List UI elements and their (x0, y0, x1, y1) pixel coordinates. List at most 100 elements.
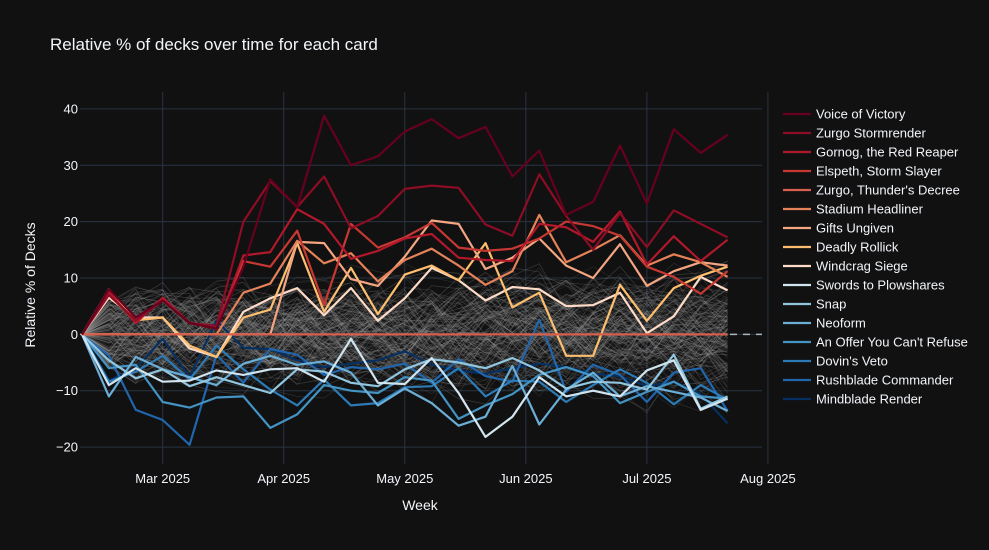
x-tick-label: Mar 2025 (135, 471, 190, 486)
background-card-line (81, 312, 728, 382)
background-card-line (81, 298, 728, 373)
background-card-line (81, 291, 728, 365)
background-card-line (81, 288, 728, 368)
background-card-line (81, 290, 728, 366)
background-card-line (81, 280, 728, 352)
legend-label: Windcrag Siege (816, 259, 908, 274)
series-line (81, 266, 729, 358)
background-card-line (81, 303, 728, 382)
background-card-line (81, 304, 728, 402)
legend-item[interactable]: Gornog, the Red Reaper (783, 145, 959, 160)
background-card-line (81, 324, 728, 414)
background-card-line (81, 317, 728, 390)
background-card-line (81, 289, 728, 363)
background-card-line (81, 307, 728, 385)
y-tick-label: 20 (64, 214, 78, 229)
background-card-line (81, 290, 728, 385)
legend-item[interactable]: Gifts Ungiven (783, 221, 894, 236)
background-card-line (81, 286, 728, 368)
background-card-line (81, 289, 728, 370)
legend-item[interactable]: Neoform (783, 316, 866, 331)
background-card-line (81, 293, 728, 368)
series-lines (80, 114, 729, 446)
legend-label: Mindblade Render (816, 392, 923, 407)
legend-item[interactable]: An Offer You Can't Refuse (783, 335, 968, 350)
legend-label: Stadium Headliner (816, 202, 924, 217)
background-card-line (81, 299, 728, 366)
y-tick-label: 0 (71, 327, 78, 342)
background-card-line (81, 305, 728, 364)
background-card-line (81, 300, 728, 373)
background-card-line (81, 289, 728, 376)
legend-item[interactable]: Mindblade Render (783, 392, 923, 407)
x-tick-label: Apr 2025 (257, 471, 310, 486)
series-line (81, 114, 729, 335)
background-card-line (81, 298, 728, 380)
background-card-line (81, 260, 728, 361)
y-axis-label: Relative % of Decks (22, 222, 38, 347)
legend-item[interactable]: Swords to Plowshares (783, 278, 945, 293)
legend-label: Rushblade Commander (816, 373, 954, 388)
background-card-line (81, 307, 728, 398)
y-tick-label: −10 (56, 383, 78, 398)
background-card-line (81, 283, 728, 350)
background-card-line (81, 287, 728, 373)
legend-label: Zurgo, Thunder's Decree (816, 183, 960, 198)
legend-item[interactable]: Deadly Rollick (783, 240, 899, 255)
background-card-line (81, 307, 728, 388)
background-card-line (81, 277, 728, 357)
legend-item[interactable]: Windcrag Siege (783, 259, 908, 274)
background-card-line (81, 290, 728, 366)
background-card-line (81, 288, 728, 375)
background-card-line (81, 298, 728, 389)
legend-item[interactable]: Rushblade Commander (783, 373, 954, 388)
y-tick-label: 30 (64, 158, 78, 173)
legend-item[interactable]: Voice of Victory (783, 107, 906, 122)
background-card-line (81, 290, 728, 369)
background-card-line (81, 293, 728, 374)
chart-title: Relative % of decks over time for each c… (50, 35, 378, 54)
background-card-line (81, 300, 728, 398)
background-card-line (81, 269, 728, 365)
legend-item[interactable]: Zurgo Stormrender (783, 126, 926, 141)
background-card-line (81, 289, 728, 384)
legend-item[interactable]: Snap (783, 297, 846, 312)
series-line (81, 333, 729, 410)
background-card-line (81, 300, 728, 375)
background-card-line (81, 282, 728, 362)
background-card-line (81, 291, 728, 366)
x-tick-label: Jun 2025 (499, 471, 553, 486)
legend-item[interactable]: Stadium Headliner (783, 202, 924, 217)
legend-label: Gifts Ungiven (816, 221, 894, 236)
legend-label: Elspeth, Storm Slayer (816, 164, 942, 179)
background-card-line (81, 279, 728, 379)
legend-item[interactable]: Dovin's Veto (783, 354, 888, 369)
background-card-line (81, 272, 728, 365)
background-card-line (81, 286, 728, 397)
background-card-line (81, 279, 728, 356)
background-card-line (81, 264, 728, 345)
background-card-line (81, 282, 728, 364)
background-card-line (81, 308, 728, 394)
background-card-line (81, 294, 728, 373)
series-line (81, 333, 729, 438)
background-card-line (81, 288, 728, 375)
legend-item[interactable]: Zurgo, Thunder's Decree (783, 183, 960, 198)
x-tick-label: Jul 2025 (622, 471, 671, 486)
background-card-line (81, 277, 728, 367)
y-tick-label: −20 (56, 440, 78, 455)
legend-item[interactable]: Elspeth, Storm Slayer (783, 164, 942, 179)
background-card-line (81, 309, 728, 397)
background-card-line (81, 292, 728, 372)
background-card-line (81, 278, 728, 366)
legend: Voice of Victory Zurgo Stormrender Gornog,… (783, 107, 968, 407)
background-card-line (81, 293, 728, 376)
background-card-line (81, 299, 728, 377)
background-card-line (81, 300, 728, 384)
background-card-line (81, 285, 728, 356)
legend-label: Gornog, the Red Reaper (816, 145, 959, 160)
series-line (81, 333, 728, 429)
background-card-line (81, 277, 728, 340)
